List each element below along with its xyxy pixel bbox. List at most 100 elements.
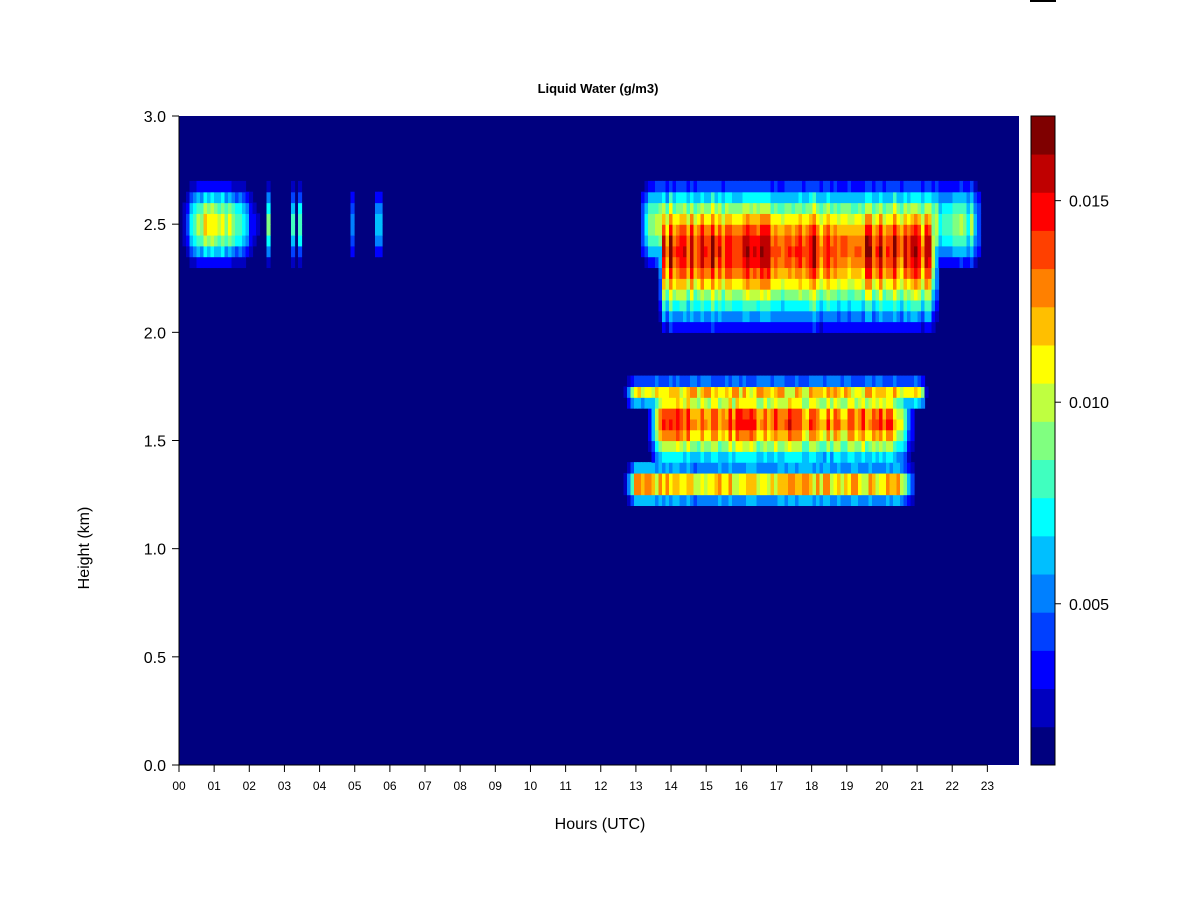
heatmap-cell	[266, 202, 271, 214]
heatmap-cell	[714, 321, 719, 333]
heatmap-cell	[770, 191, 775, 204]
heatmap-cell	[676, 267, 681, 279]
heatmap-cell	[833, 202, 838, 214]
heatmap-cell	[774, 375, 779, 388]
heatmap-cell	[763, 386, 768, 398]
heatmap-cell	[833, 191, 838, 204]
heatmap-cell	[865, 429, 870, 442]
heatmap-cell	[854, 278, 859, 290]
heatmap-cell	[809, 191, 814, 204]
heatmap-cell	[865, 483, 870, 496]
heatmap-cell	[697, 191, 702, 204]
heatmap-cell	[672, 245, 677, 258]
heatmap-cell	[690, 289, 695, 301]
heatmap-cell	[851, 278, 856, 290]
heatmap-cell	[830, 234, 835, 247]
heatmap-cell	[676, 321, 681, 333]
heatmap-cell	[690, 418, 695, 431]
heatmap-cell	[672, 483, 677, 496]
heatmap-cell	[686, 245, 691, 258]
heatmap-cell	[875, 256, 880, 269]
heatmap-cell	[854, 440, 859, 452]
heatmap-cell	[844, 429, 849, 442]
heatmap-cell	[189, 202, 194, 214]
heatmap-cell	[924, 213, 929, 225]
heatmap-cell	[651, 375, 656, 388]
heatmap-cell	[854, 299, 859, 312]
heatmap-cell	[669, 191, 674, 204]
heatmap-cell	[770, 472, 775, 485]
heatmap-cell	[938, 224, 943, 236]
heatmap-cell	[693, 191, 698, 204]
heatmap-cell	[872, 234, 877, 247]
heatmap-cell	[189, 213, 194, 225]
heatmap-cell	[900, 202, 905, 214]
heatmap-cell	[882, 397, 887, 409]
heatmap-cell	[760, 375, 765, 388]
heatmap-cell	[945, 213, 950, 225]
heatmap-cell	[221, 245, 226, 258]
heatmap-cell	[805, 462, 810, 474]
heatmap-cell	[875, 191, 880, 204]
heatmap-cell	[809, 310, 814, 323]
heatmap-cell	[791, 386, 796, 398]
heatmap-cell	[721, 429, 726, 442]
heatmap-cell	[907, 440, 912, 452]
heatmap-cell	[931, 234, 936, 247]
heatmap-cell	[893, 494, 898, 506]
heatmap-cell	[655, 418, 660, 431]
heatmap-cell	[802, 289, 807, 301]
heatmap-cell	[662, 321, 667, 333]
heatmap-cell	[749, 180, 754, 193]
heatmap-cell	[889, 289, 894, 301]
heatmap-cell	[763, 321, 768, 333]
heatmap-cell	[728, 191, 733, 204]
heatmap-cell	[690, 202, 695, 214]
heatmap-cell	[770, 180, 775, 193]
heatmap-cell	[819, 321, 824, 333]
heatmap-cell	[928, 321, 933, 333]
heatmap-cell	[714, 180, 719, 193]
heatmap-cell	[816, 278, 821, 290]
heatmap-cell	[777, 310, 782, 323]
heatmap-cell	[844, 256, 849, 269]
heatmap-cell	[858, 321, 863, 333]
heatmap-cell	[795, 429, 800, 442]
heatmap-cell	[865, 245, 870, 258]
heatmap-cell	[809, 256, 814, 269]
heatmap-cell	[735, 245, 740, 258]
heatmap-cell	[651, 494, 656, 506]
heatmap-cell	[767, 289, 772, 301]
heatmap-cell	[830, 289, 835, 301]
heatmap-cell	[798, 494, 803, 506]
heatmap-cell	[844, 397, 849, 409]
heatmap-cell	[935, 289, 940, 301]
heatmap-cell	[788, 267, 793, 279]
heatmap-cell	[662, 462, 667, 474]
heatmap-cell	[749, 310, 754, 323]
heatmap-cell	[648, 472, 653, 485]
heatmap-cell	[182, 234, 187, 247]
heatmap-cell	[770, 451, 775, 463]
heatmap-cell	[819, 213, 824, 225]
heatmap-cell	[735, 429, 740, 442]
heatmap-cell	[973, 234, 978, 247]
heatmap-cell	[823, 375, 828, 388]
heatmap-cell	[837, 397, 842, 409]
heatmap-cell	[872, 483, 877, 496]
heatmap-cell	[665, 234, 670, 247]
heatmap-cell	[935, 234, 940, 247]
heatmap-cell	[833, 483, 838, 496]
heatmap-cell	[865, 386, 870, 398]
heatmap-cell	[896, 408, 901, 420]
heatmap-cell	[798, 202, 803, 214]
heatmap-cell	[721, 494, 726, 506]
heatmap-cell	[952, 256, 957, 269]
heatmap-cell	[711, 213, 716, 225]
heatmap-cell	[854, 397, 859, 409]
heatmap-cell	[798, 462, 803, 474]
heatmap-cell	[672, 375, 677, 388]
heatmap-cell	[756, 472, 761, 485]
heatmap-cell	[676, 202, 681, 214]
heatmap-cell	[910, 472, 915, 485]
